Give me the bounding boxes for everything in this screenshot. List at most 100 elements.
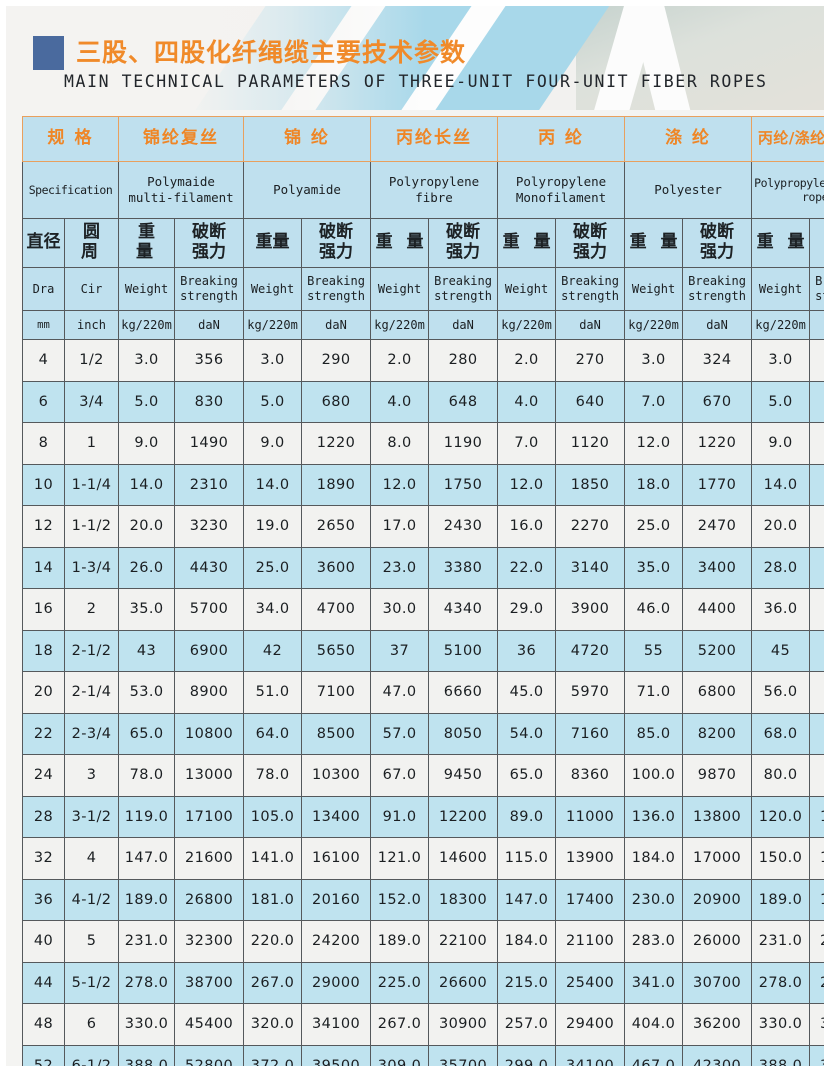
table-row: 36 4-1/2 189.0 26800 181.0 20160 152.0 18300 147… <box>22 878 824 921</box>
cell-circumference: 4 <box>63 837 120 880</box>
cell-breaking-strength: 9450 <box>428 754 499 797</box>
subheader-weight-en: Weight <box>370 267 430 311</box>
cell-diameter: 32 <box>22 837 65 880</box>
cell-weight: 3.0 <box>243 339 303 382</box>
cell-breaking-strength: 620 <box>809 380 824 423</box>
cell-weight: 51.0 <box>243 671 303 714</box>
unit-breaking: daN <box>428 310 499 340</box>
cell-weight: 12.0 <box>624 422 684 465</box>
subheader-weight-cn: 重 量 <box>370 218 430 268</box>
cell-breaking-strength: 19640 <box>809 878 824 921</box>
cell-breaking-strength: 2360 <box>809 505 824 548</box>
table-row: 8 1 9.0 1490 9.0 1220 8.0 1190 7.0 1120 12.0 1220 9.… <box>22 422 824 465</box>
cell-weight: 14.0 <box>243 463 303 506</box>
breaking-en-line2: strength <box>815 289 830 303</box>
metric-english-row: Dra Cir Weight Breaking strength Weight … <box>22 267 830 311</box>
cell-circumference: 1/2 <box>63 339 120 382</box>
breaking-en-line1: Breaking <box>688 274 746 288</box>
category-en-polyester: Polyester <box>624 161 753 219</box>
cell-weight: 181.0 <box>243 878 303 921</box>
cell-breaking-strength: 32300 <box>174 920 245 963</box>
cell-breaking-strength: 30900 <box>428 1003 499 1046</box>
cell-breaking-strength: 6500 <box>809 671 824 714</box>
cell-breaking-strength: 5800 <box>809 629 824 672</box>
cell-breaking-strength: 17100 <box>174 795 245 838</box>
subheader-breaking-cn: 破断 强力 <box>809 218 824 268</box>
subheader-weight-en: Weight <box>243 267 303 311</box>
cell-weight: 121.0 <box>370 837 430 880</box>
cell-diameter: 28 <box>22 795 65 838</box>
cell-circumference: 2-1/2 <box>63 629 120 672</box>
cell-breaking-strength: 34100 <box>555 1044 626 1066</box>
cell-breaking-strength: 2650 <box>301 505 372 548</box>
cell-weight: 341.0 <box>624 961 684 1004</box>
cell-weight: 150.0 <box>751 837 811 880</box>
subheader-weight-en: Weight <box>118 267 176 311</box>
cell-weight: 34.0 <box>243 588 303 631</box>
cell-breaking-strength: 5100 <box>428 629 499 672</box>
cell-weight: 119.0 <box>118 795 176 838</box>
cell-weight: 36.0 <box>751 588 811 631</box>
cell-weight: 3.0 <box>118 339 176 382</box>
cell-weight: 12.0 <box>497 463 557 506</box>
cell-circumference: 1-1/2 <box>63 505 120 548</box>
subheader-breaking-en: Breaking strength <box>428 267 499 311</box>
cell-weight: 147.0 <box>118 837 176 880</box>
cell-weight: 78.0 <box>243 754 303 797</box>
subheader-breaking-en: Breaking strength <box>555 267 626 311</box>
cell-diameter: 52 <box>22 1044 65 1066</box>
cell-weight: 37 <box>370 629 430 672</box>
units-row: mm inch kg/220m daN kg/220m daN kg/220m … <box>22 310 824 340</box>
cell-breaking-strength: 33000 <box>809 1003 824 1046</box>
cell-weight: 14.0 <box>118 463 176 506</box>
cell-weight: 141.0 <box>243 837 303 880</box>
cell-diameter: 12 <box>22 505 65 548</box>
cell-weight: 25.0 <box>243 546 303 589</box>
cell-weight: 47.0 <box>370 671 430 714</box>
cell-weight: 136.0 <box>624 795 684 838</box>
cell-diameter: 20 <box>22 671 65 714</box>
breaking-cn-line1: 破断 <box>192 222 227 243</box>
cell-circumference: 6 <box>63 1003 120 1046</box>
unit-breaking: daN <box>682 310 753 340</box>
cell-weight: 5.0 <box>243 380 303 423</box>
cell-breaking-strength: 14600 <box>428 837 499 880</box>
table-row: 52 6-1/2 388.0 52800 372.0 39500 309.0 35700 299… <box>22 1044 824 1066</box>
cell-breaking-strength: 1750 <box>428 463 499 506</box>
cell-weight: 9.0 <box>243 422 303 465</box>
cell-weight: 42 <box>243 629 303 672</box>
cell-breaking-strength: 17400 <box>555 878 626 921</box>
cell-breaking-strength: 6660 <box>428 671 499 714</box>
category-polypropylene-mono: 丙 纶 <box>497 116 626 162</box>
cell-breaking-strength: 356 <box>174 339 245 382</box>
cell-diameter: 10 <box>22 463 65 506</box>
breaking-cn-line1: 破断 <box>700 222 735 243</box>
subheader-weight-cn: 重 量 <box>118 218 176 268</box>
cell-breaking-strength: 26800 <box>174 878 245 921</box>
cell-circumference: 3 <box>63 754 120 797</box>
cell-breaking-strength: 29000 <box>301 961 372 1004</box>
cell-breaking-strength: 21100 <box>555 920 626 963</box>
subheader-weight-en: Weight <box>751 267 811 311</box>
table-row: 48 6 330.0 45400 320.0 34100 267.0 30900 257.0 29… <box>22 1003 824 1046</box>
cell-breaking-strength: 13000 <box>174 754 245 797</box>
cell-weight: 147.0 <box>497 878 557 921</box>
subheader-breaking-cn: 破断 强力 <box>174 218 245 268</box>
cell-breaking-strength: 1850 <box>555 463 626 506</box>
page-title-cn: 三股、四股化纤绳缆主要技术参数 <box>76 38 467 67</box>
cell-weight: 330.0 <box>118 1003 176 1046</box>
cell-breaking-strength: 1490 <box>174 422 245 465</box>
cell-breaking-strength: 45400 <box>174 1003 245 1046</box>
cell-breaking-strength: 38700 <box>174 961 245 1004</box>
subheader-weight-cn: 重 量 <box>751 218 811 268</box>
cell-breaking-strength: 5700 <box>174 588 245 631</box>
table-row: 44 5-1/2 278.0 38700 267.0 29000 225.0 26600 215… <box>22 961 824 1004</box>
cell-weight: 309.0 <box>370 1044 430 1066</box>
cell-weight: 4.0 <box>370 380 430 423</box>
cell-weight: 467.0 <box>624 1044 684 1066</box>
table-row: 32 4 147.0 21600 141.0 16100 121.0 14600 115.0 13… <box>22 837 824 880</box>
cell-weight: 388.0 <box>118 1044 176 1066</box>
breaking-en-line1: Breaking <box>434 274 492 288</box>
cell-breaking-strength: 1770 <box>682 463 753 506</box>
